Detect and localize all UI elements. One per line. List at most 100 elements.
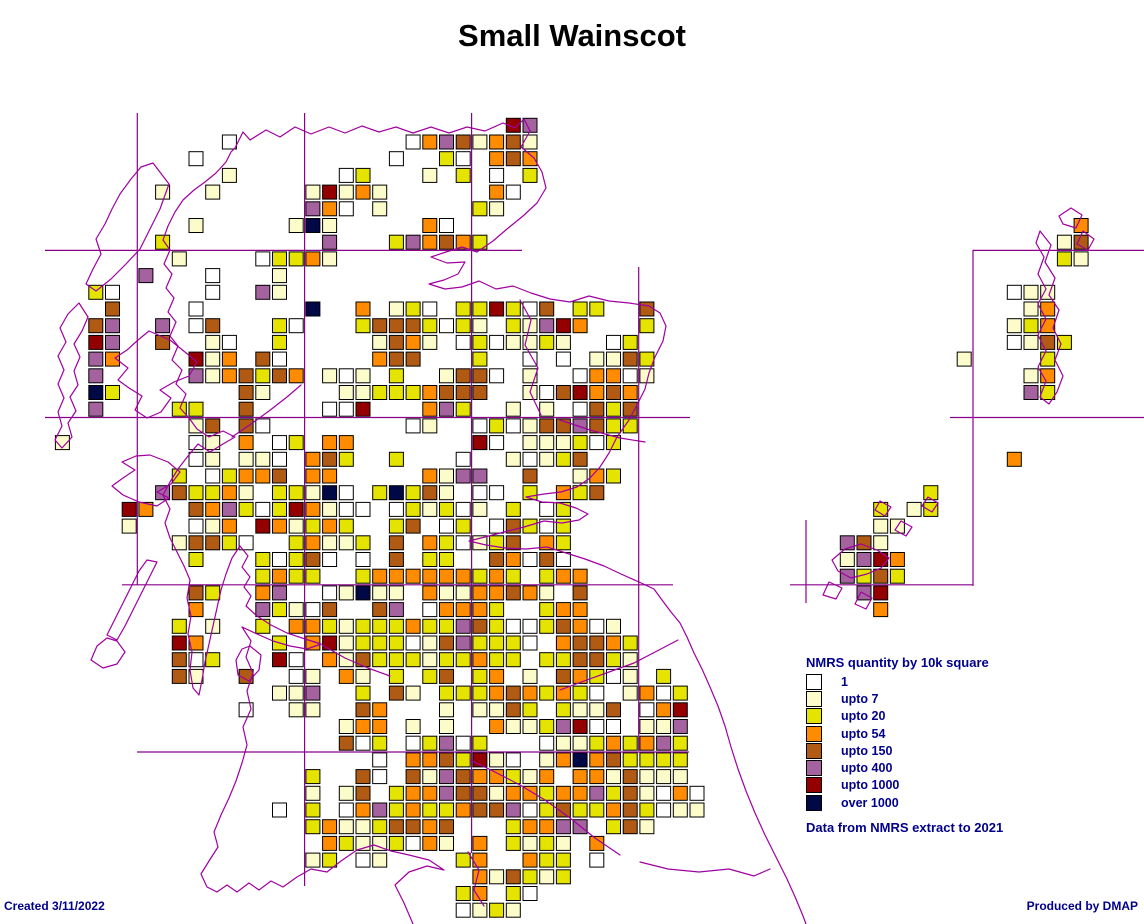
grid-square <box>522 134 538 150</box>
grid-square <box>1006 334 1022 350</box>
grid-square <box>439 501 454 517</box>
grid-square <box>555 618 571 634</box>
grid-square <box>505 835 521 851</box>
grid-square <box>455 585 471 601</box>
grid-square <box>188 368 204 384</box>
grid-square <box>555 719 571 734</box>
grid-square <box>589 752 605 768</box>
grid-square <box>338 385 354 400</box>
grid-square <box>572 802 588 818</box>
grid-square <box>272 268 287 284</box>
grid-square <box>1023 334 1039 350</box>
grid-square <box>422 552 438 567</box>
grid-square <box>305 635 321 651</box>
grid-square <box>388 485 404 501</box>
grid-square <box>956 351 972 367</box>
grid-square <box>472 685 488 701</box>
legend-label: upto 20 <box>841 709 886 724</box>
grid-square <box>1006 451 1022 467</box>
grid-square <box>656 802 672 818</box>
grid-square <box>205 518 221 534</box>
grid-square <box>388 585 404 601</box>
grid-square <box>238 501 254 517</box>
grid-square <box>422 501 438 517</box>
grid-square <box>405 318 421 334</box>
boundary-border <box>469 759 621 856</box>
grid-square <box>188 552 204 567</box>
grid-square <box>255 501 271 517</box>
grid-square <box>472 385 488 400</box>
grid-square <box>522 702 538 718</box>
grid-square <box>355 385 371 400</box>
grid-square <box>455 501 471 517</box>
grid-square <box>238 401 254 417</box>
grid-square <box>656 719 672 734</box>
grid-square <box>405 835 421 851</box>
island-shetland-mainland <box>1035 230 1064 405</box>
grid-square <box>305 468 321 484</box>
grid-square <box>522 819 538 835</box>
grid-square <box>255 568 271 584</box>
grid-square <box>1040 368 1056 384</box>
grid-square <box>539 835 555 851</box>
grid-square <box>555 501 571 517</box>
grid-square <box>255 451 271 467</box>
island-islay <box>90 637 126 669</box>
grid-square <box>272 552 287 567</box>
grid-square <box>622 685 638 701</box>
grid-square <box>1040 385 1056 400</box>
grid-square <box>873 535 889 551</box>
grid-square <box>472 835 488 851</box>
grid-square <box>322 652 338 668</box>
grid-square <box>439 702 454 718</box>
grid-square <box>489 602 505 618</box>
grid-square <box>372 735 388 751</box>
grid-square <box>88 385 104 400</box>
grid-square <box>288 552 304 567</box>
grid-square <box>288 435 304 451</box>
grid-square <box>639 819 655 835</box>
grid-square <box>422 485 438 501</box>
grid-square <box>272 435 287 451</box>
grid-square <box>606 351 621 367</box>
grid-square <box>522 451 538 467</box>
grid-square <box>472 368 488 384</box>
grid-square <box>388 318 404 334</box>
grid-square <box>422 301 438 317</box>
grid-square <box>355 401 371 417</box>
grid-square <box>272 468 287 484</box>
grid-square <box>338 485 354 501</box>
grid-square <box>338 668 354 684</box>
grid-square <box>589 852 605 868</box>
grid-square <box>305 568 321 584</box>
grid-square <box>622 769 638 785</box>
grid-square <box>355 735 371 751</box>
grid-square <box>322 218 338 233</box>
grid-square <box>606 702 621 718</box>
grid-square <box>455 368 471 384</box>
grid-square <box>656 668 672 684</box>
grid-square <box>188 518 204 534</box>
grid-square <box>489 418 505 434</box>
grid-square <box>1023 318 1039 334</box>
grid-square <box>606 819 621 835</box>
grid-square <box>555 702 571 718</box>
grid-square <box>606 719 621 734</box>
grid-square <box>656 735 672 751</box>
grid-square <box>639 752 655 768</box>
river-tweed <box>559 639 679 691</box>
grid-square <box>589 401 605 417</box>
grid-square <box>489 301 505 317</box>
grid-square <box>388 301 404 317</box>
legend-item: upto 54 <box>806 725 1136 742</box>
grid-square <box>472 134 488 150</box>
grid-square <box>422 418 438 434</box>
grid-square <box>188 301 204 317</box>
grid-square <box>455 451 471 467</box>
legend-item: over 1000 <box>806 794 1136 811</box>
grid-square <box>272 318 287 334</box>
island-uists-barra <box>54 302 89 449</box>
grid-square <box>472 769 488 785</box>
grid-square <box>489 568 505 584</box>
grid-square <box>589 468 605 484</box>
